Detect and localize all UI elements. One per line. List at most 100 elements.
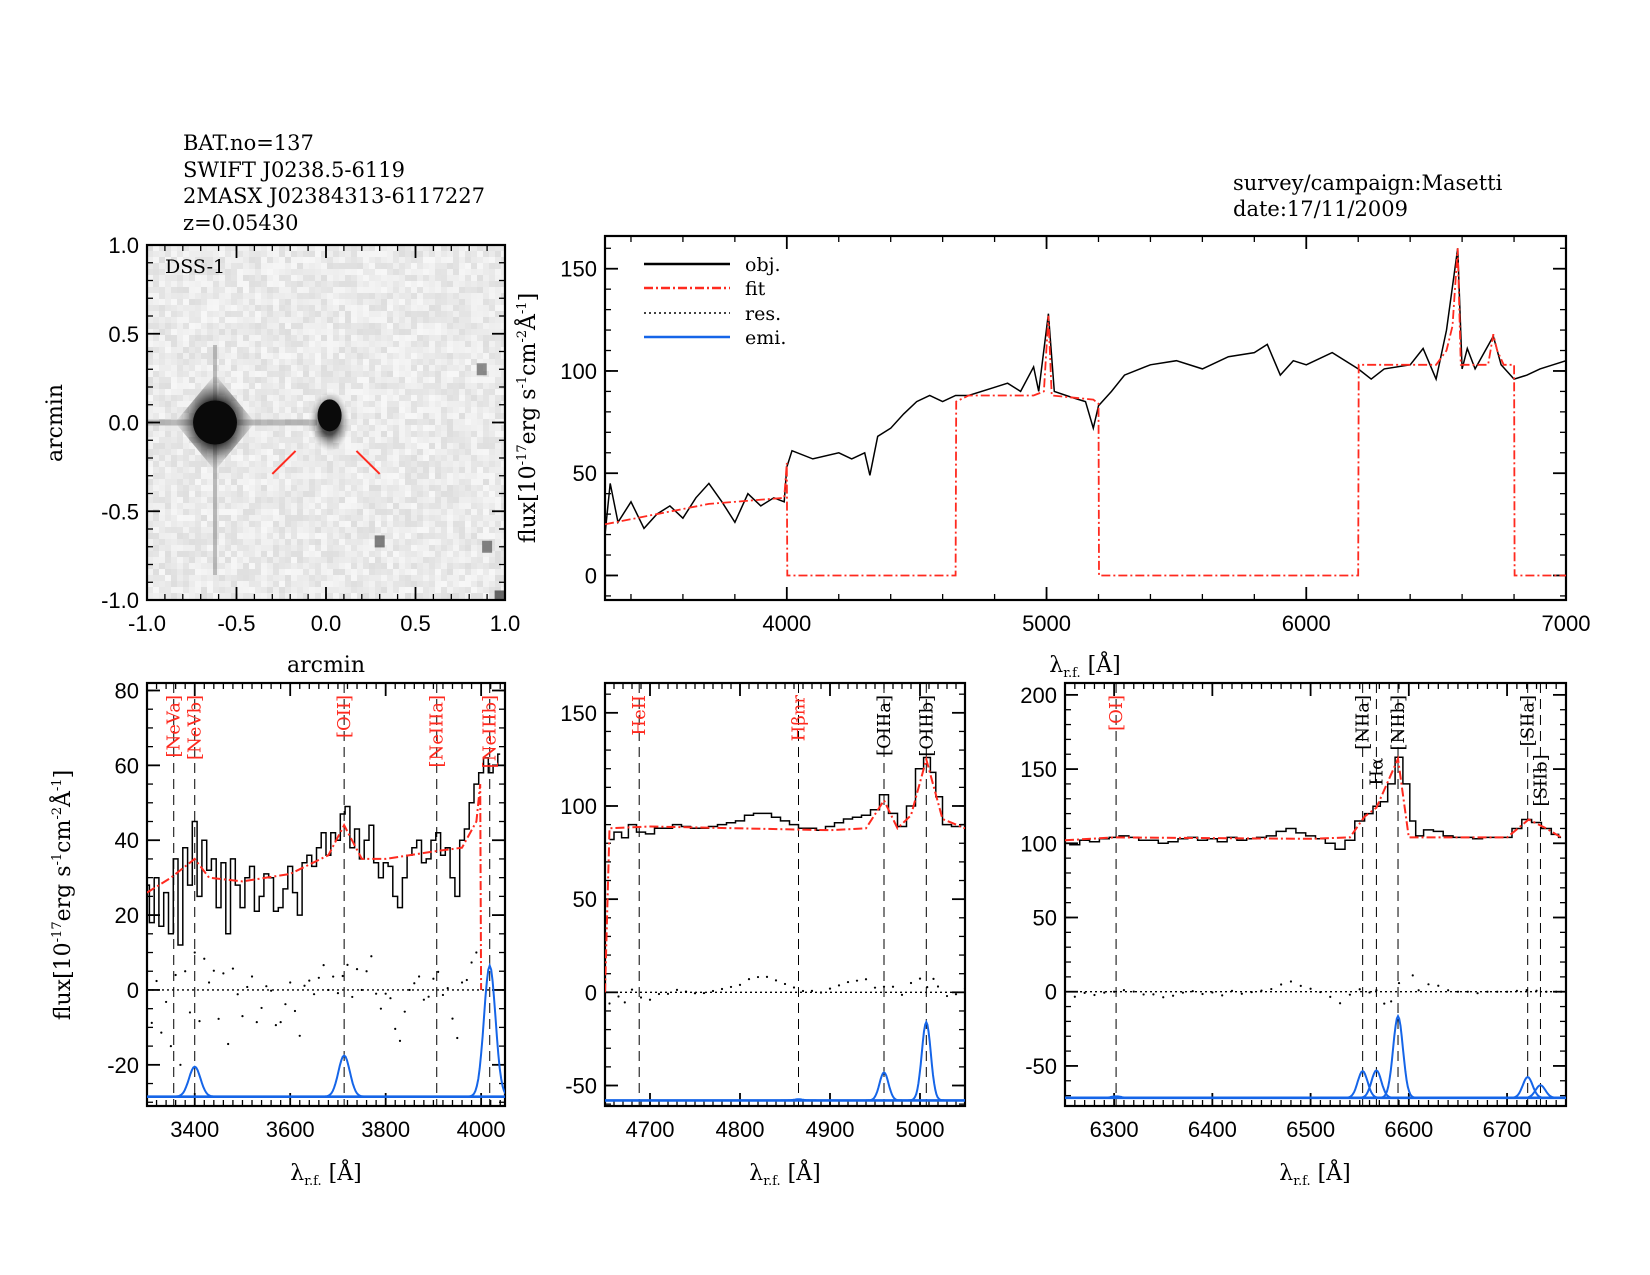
residual-point (336, 992, 340, 995)
image-pixel (297, 389, 303, 395)
image-pixel (441, 419, 447, 425)
image-pixel (441, 365, 447, 371)
image-pixel (189, 371, 195, 377)
image-pixel (225, 509, 231, 515)
image-pixel (435, 473, 441, 479)
image-pixel (303, 257, 309, 263)
image-pixel (489, 551, 495, 557)
image-pixel (501, 305, 505, 311)
image-pixel (291, 287, 297, 293)
image-pixel (435, 581, 441, 587)
image-pixel (423, 371, 429, 377)
image-pixel (321, 245, 327, 251)
image-pixel (441, 491, 447, 497)
image-pixel (435, 389, 441, 395)
residual-point (312, 993, 316, 996)
image-pixel (411, 539, 417, 545)
bottom-xlabel-1: λr.f. [Å] (290, 1158, 361, 1189)
image-pixel (171, 467, 177, 473)
image-pixel (339, 281, 345, 287)
image-pixel (441, 467, 447, 473)
image-pixel (447, 425, 453, 431)
image-pixel (459, 449, 465, 455)
image-pixel (255, 437, 261, 443)
image-pixel (309, 437, 315, 443)
image-pixel (261, 551, 267, 557)
image-pixel (219, 467, 225, 473)
image-pixel (369, 521, 375, 527)
image-pixel (297, 557, 303, 563)
image-pixel (249, 311, 255, 317)
image-pixel (243, 467, 249, 473)
image-pixel (147, 527, 153, 533)
image-pixel (177, 467, 183, 473)
image-pixel (387, 281, 393, 287)
image-pixel (303, 587, 309, 593)
image-pixel (357, 305, 363, 311)
image-pixel (207, 557, 213, 563)
image-pixel (225, 557, 231, 563)
image-pixel (147, 557, 153, 563)
image-pixel (459, 557, 465, 563)
image-pixel (447, 245, 453, 251)
image-pixel (339, 461, 345, 467)
residual-point (1437, 984, 1440, 987)
image-pixel (201, 365, 207, 371)
image-pixel (375, 491, 381, 497)
image-pixel (261, 521, 267, 527)
image-pixel (489, 275, 495, 281)
image-pixel (201, 263, 207, 269)
image-pixel (177, 569, 183, 575)
image-pixel (465, 515, 471, 521)
image-pixel (171, 431, 177, 437)
image-pixel (453, 443, 459, 449)
image-pixel (309, 545, 315, 551)
image-pixel (249, 575, 255, 581)
image-pixel (285, 509, 291, 515)
image-pixel (393, 581, 399, 587)
image-pixel (351, 287, 357, 293)
image-pixel (159, 581, 165, 587)
image-pixel (219, 533, 225, 539)
residual-point (648, 998, 652, 1001)
image-pixel (147, 563, 153, 569)
image-pixel (267, 317, 273, 323)
image-pixel (309, 461, 315, 467)
image-pixel (177, 389, 183, 395)
image-pixel (291, 539, 297, 545)
image-pixel (405, 521, 411, 527)
x-tick-label: 4800 (716, 1117, 765, 1142)
image-pixel (315, 287, 321, 293)
image-pixel (153, 317, 159, 323)
image-pixel (147, 299, 153, 305)
image-pixel (309, 335, 315, 341)
image-pixel (321, 509, 327, 515)
image-pixel (255, 389, 261, 395)
image-pixel (159, 251, 165, 257)
image-pixel (237, 347, 243, 353)
image-pixel (363, 323, 369, 329)
image-pixel (207, 491, 213, 497)
image-pixel (249, 527, 255, 533)
image-pixel (471, 473, 477, 479)
image-pixel (303, 551, 309, 557)
image-pixel (159, 473, 165, 479)
image-pixel (195, 251, 201, 257)
residual-point (855, 979, 859, 982)
image-pixel (387, 563, 393, 569)
image-pixel (231, 323, 237, 329)
image-pixel (381, 293, 387, 299)
image-pixel (459, 503, 465, 509)
image-pixel (297, 563, 303, 569)
image-pixel (399, 539, 405, 545)
image-pixel (387, 491, 393, 497)
image-pixel (237, 371, 243, 377)
image-pixel (237, 323, 243, 329)
image-pixel (483, 575, 489, 581)
image-pixel (321, 593, 327, 599)
image-pixel (219, 497, 225, 503)
image-pixel (423, 413, 429, 419)
image-pixel (171, 461, 177, 467)
image-pixel (183, 359, 189, 365)
image-pixel (501, 563, 505, 569)
